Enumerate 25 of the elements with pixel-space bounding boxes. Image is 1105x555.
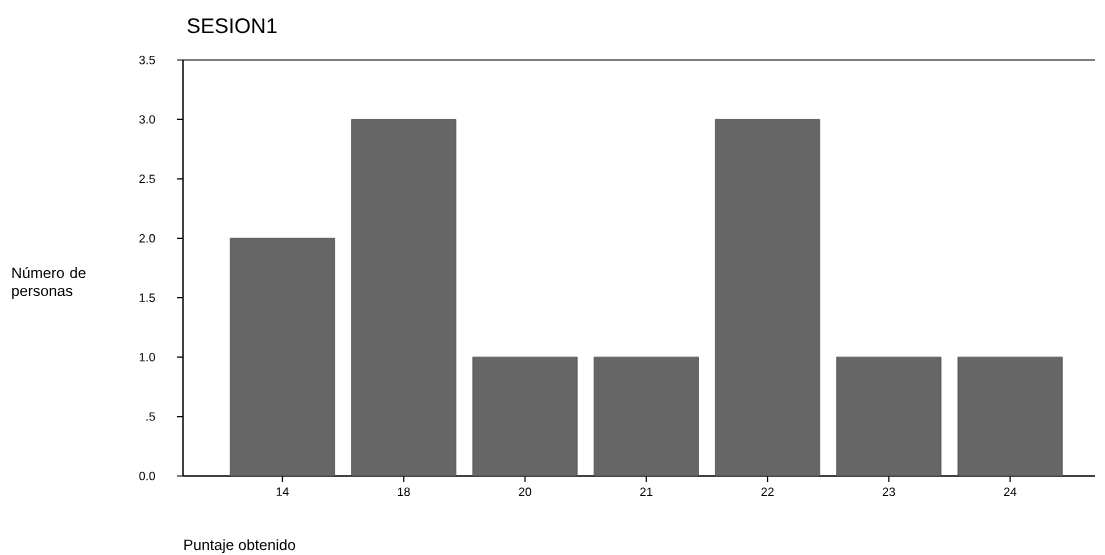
x-axis-title: Puntaje obtenido <box>184 539 296 554</box>
y-tick-label: 3.0 <box>139 115 156 124</box>
x-tick-label: 21 <box>640 487 653 496</box>
y-tick-label: 2.5 <box>139 174 155 184</box>
y-axis-title: Número de personas <box>12 266 86 300</box>
y-tick-label: 1.5 <box>139 293 155 302</box>
bar <box>351 119 457 477</box>
x-tick-label: 23 <box>882 487 895 497</box>
y-tick-label: 3.5 <box>139 55 155 65</box>
y-tick-label: .5 <box>146 412 155 421</box>
bar <box>715 119 821 477</box>
chart-title: SESION1 <box>187 18 277 34</box>
x-tick-label: 18 <box>397 487 410 497</box>
y-tick-label: 2.0 <box>139 234 156 243</box>
bar <box>593 356 699 477</box>
x-tick-label: 20 <box>518 487 532 497</box>
x-tick-label: 22 <box>761 487 774 496</box>
bar <box>472 356 578 477</box>
bar <box>957 356 1063 477</box>
y-tick-label: 0.0 <box>139 471 156 481</box>
bar <box>836 356 942 477</box>
y-tick-label: 1.0 <box>139 352 156 362</box>
x-tick-label: 24 <box>1004 487 1017 496</box>
bar <box>229 237 335 477</box>
x-tick-label: 14 <box>276 487 289 496</box>
